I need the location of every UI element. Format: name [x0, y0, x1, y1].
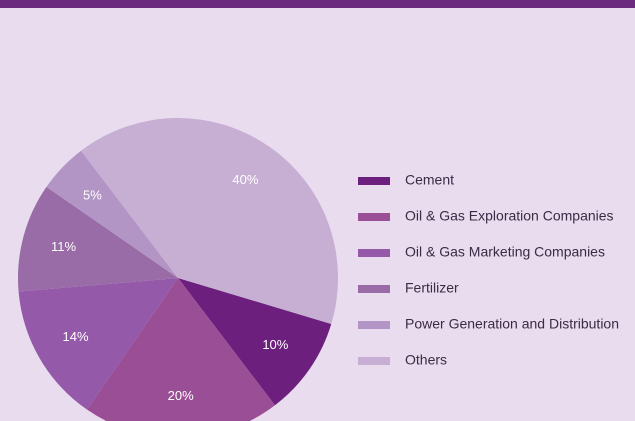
- legend-swatch: [358, 285, 390, 293]
- pie-slice: [18, 186, 179, 292]
- legend-swatch: [358, 321, 390, 329]
- slice-label: 14%: [63, 329, 89, 344]
- slice-label: 40%: [232, 172, 258, 187]
- legend-label: Cement: [405, 172, 454, 188]
- slice-label: 10%: [262, 337, 288, 352]
- pie-slice: [18, 278, 179, 410]
- legend-label: Oil & Gas Marketing Companies: [405, 244, 605, 260]
- legend-label: Oil & Gas Exploration Companies: [405, 208, 614, 224]
- slice-label: 5%: [83, 188, 102, 203]
- header-bar: [0, 0, 635, 8]
- legend-label: Power Generation and Distribution: [405, 316, 619, 332]
- legend-label: Fertilizer: [405, 280, 459, 296]
- pie-slice: [81, 118, 338, 324]
- slice-label: 20%: [168, 388, 194, 403]
- pie-slice: [86, 278, 275, 421]
- legend-label: Others: [405, 352, 447, 368]
- pie-slice: [178, 278, 332, 406]
- legend-swatch: [358, 213, 390, 221]
- legend-swatch: [358, 357, 390, 365]
- pie-slice: [46, 150, 178, 278]
- legend-swatch: [358, 249, 390, 257]
- slice-label: 11%: [51, 239, 76, 254]
- legend-swatch: [358, 177, 390, 185]
